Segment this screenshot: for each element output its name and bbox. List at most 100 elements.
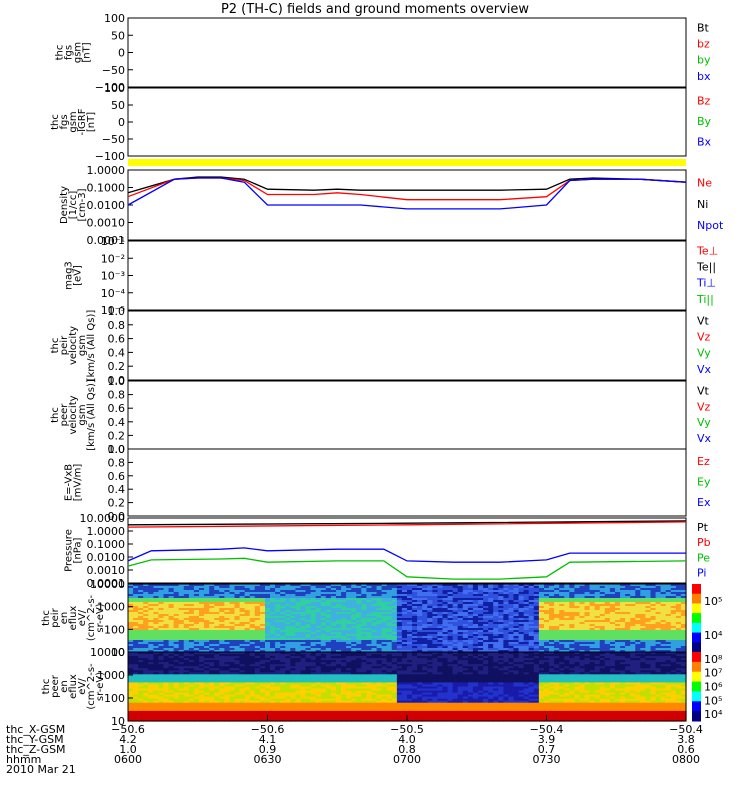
y-tick-label: 0.4: [108, 483, 126, 496]
y-tick-label: 0.2: [108, 497, 126, 510]
y-axis-label: [cm-3]: [77, 188, 88, 221]
y-tick-label: 0.8: [108, 319, 126, 332]
series-npot: [127, 177, 687, 210]
y-tick-label: 0.0001: [87, 577, 126, 590]
y-tick-label: 0.2: [108, 429, 126, 442]
legend-entry: Bt: [697, 22, 710, 35]
legend-entry: Vt: [697, 384, 710, 397]
y-axis-label: en: [59, 680, 70, 693]
x-axis-value: 0730: [533, 753, 561, 766]
y-axis-label: Density: [59, 186, 70, 224]
y-tick-label: 0.8: [108, 456, 126, 469]
x-axis-value: 0800: [672, 753, 700, 766]
panel-frame: [127, 87, 687, 157]
x-axis-value: 4.0: [398, 733, 416, 746]
x-axis-value: 4.2: [119, 733, 137, 746]
legend-entry: Te⊥: [696, 245, 718, 258]
legend-entry: Vx: [697, 432, 712, 445]
y-axis-label: [km/s (All Qs)]: [86, 379, 97, 451]
y-axis-label: gsm: [77, 335, 88, 356]
y-axis-label: thc: [50, 338, 61, 354]
panel-frame: [127, 517, 687, 584]
series-pb: [127, 521, 687, 528]
y-tick-label: 50: [111, 99, 125, 112]
y-axis-label: fgs: [64, 45, 75, 60]
legend-entry: Ti||: [696, 293, 714, 306]
y-tick-label: 10.0000: [80, 512, 126, 525]
colorbar-tick-label: 10⁸: [704, 653, 723, 666]
y-tick-label: 0.4: [108, 346, 126, 359]
y-axis-label: sr-eV): [95, 672, 106, 701]
legend-entry: by: [697, 54, 711, 67]
y-axis-label: E=-VxB: [64, 464, 75, 501]
y-tick-label: 0.0010: [87, 217, 126, 230]
y-tick-label: 100: [104, 692, 125, 705]
x-axis-row-label: thc_Y-GSM: [6, 733, 64, 746]
legend-entry: Ez: [697, 455, 710, 468]
y-tick-label: −50: [102, 133, 125, 146]
y-axis-label: [1/cc]: [68, 191, 79, 220]
x-axis-value: −50.5: [390, 723, 424, 736]
x-axis-value: 3.9: [538, 733, 556, 746]
y-axis-label: gsm: [68, 111, 79, 132]
legend-entry: Npot: [697, 219, 724, 232]
colorbar-tick-label: 10⁴: [704, 629, 723, 642]
y-axis-label: eflux: [68, 606, 79, 631]
y-axis-label: thc: [50, 407, 61, 423]
x-axis-value: 0.9: [259, 743, 277, 756]
y-tick-label: 0.0100: [87, 199, 126, 212]
y-tick-label: 0.0001: [87, 234, 126, 247]
x-axis-value: 0.8: [398, 743, 416, 756]
y-tick-label: 1000: [97, 669, 125, 682]
legend-entry: Vt: [697, 315, 710, 328]
y-tick-label: 0.1000: [87, 538, 126, 551]
y-axis-label: [nT]: [86, 112, 97, 132]
y-axis-label: thc: [55, 45, 66, 61]
y-tick-label: 0.4: [108, 416, 126, 429]
y-axis-label: (cm^2-s-: [86, 663, 97, 710]
y-axis-label: [nT]: [82, 42, 93, 62]
y-tick-label: 0.6: [108, 470, 126, 483]
x-axis-value: −50.4: [669, 723, 703, 736]
y-axis-label: Pressure: [64, 529, 75, 572]
y-tick-label: −50: [102, 64, 125, 77]
legend-entry: Pb: [697, 536, 711, 549]
colorbar-tick-label: 10⁵: [704, 595, 722, 608]
x-axis-value: 3.8: [677, 733, 695, 746]
y-tick-label: 0.2: [108, 360, 126, 373]
legend-entry: Vy: [697, 416, 711, 429]
x-axis-row-label: hhmm: [6, 753, 41, 766]
y-tick-label: 0.0: [108, 374, 126, 387]
y-tick-label: 10: [111, 715, 125, 728]
series-pt: [127, 520, 687, 526]
y-tick-label: 0.1000: [87, 182, 126, 195]
colorbar-tick-label: 10⁴: [704, 708, 723, 721]
y-axis-label: peer: [59, 403, 70, 427]
x-axis-value: −50.4: [530, 723, 564, 736]
x-axis-row-label: thc_X-GSM: [6, 723, 65, 736]
y-axis-label: [nPa]: [73, 537, 84, 563]
y-axis-label: gsm: [77, 404, 88, 425]
y-axis-label: [mV/m]: [73, 464, 84, 502]
x-axis-value: 0600: [114, 753, 142, 766]
y-tick-label: 0.6: [108, 333, 126, 346]
legend-entry: Pt: [697, 521, 709, 534]
y-tick-label: 0.0010: [87, 564, 126, 577]
y-tick-label: 1000: [97, 601, 125, 614]
y-tick-label: −100: [95, 81, 125, 94]
y-axis-label: -IGRF: [77, 108, 88, 135]
y-axis-label: eV/: [77, 678, 88, 695]
coverage-bar: [128, 159, 686, 166]
x-axis-value: −50.6: [251, 723, 285, 736]
y-tick-label: 10⁻¹: [101, 235, 125, 248]
series-ni: [127, 176, 687, 194]
panel-frame: [127, 448, 687, 517]
x-axis-value: 4.1: [259, 733, 277, 746]
y-tick-label: 1.0: [108, 443, 126, 456]
y-axis-label: gsm: [73, 42, 84, 63]
colorbar-tick-label: 10⁵: [704, 694, 722, 707]
legend-entry: By: [697, 115, 712, 128]
y-tick-label: 1.0000: [87, 525, 126, 538]
x-axis-value: 0700: [393, 753, 421, 766]
y-axis-label: sr-eV): [95, 603, 106, 632]
